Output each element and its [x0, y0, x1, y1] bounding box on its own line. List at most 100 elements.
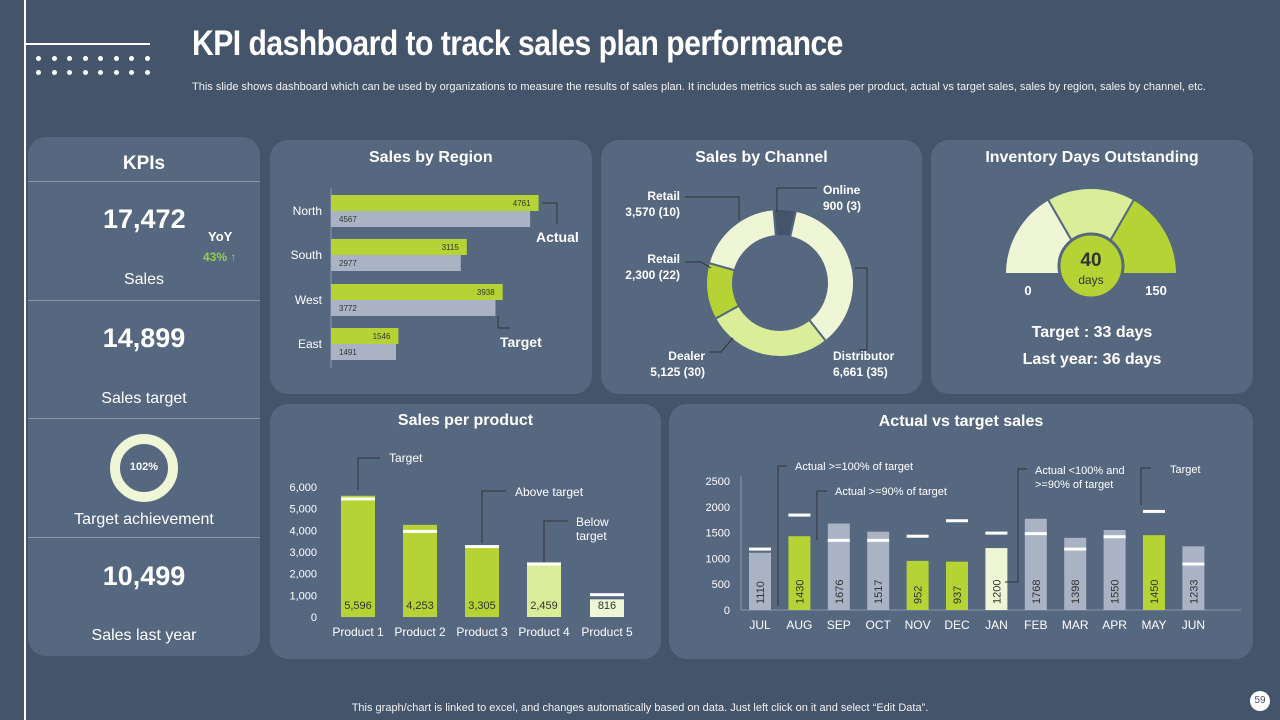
region-actual-callout: Actual: [536, 229, 579, 245]
monthly-bar: [788, 536, 811, 610]
channel-slice-name: Retail: [647, 252, 680, 266]
region-category-label: West: [295, 293, 323, 307]
region-actual-label: 3115: [442, 243, 460, 252]
region-category-label: East: [298, 337, 323, 351]
product-ytick-label: 0: [311, 612, 317, 624]
kpi-lastyear-value: 10,499: [102, 561, 186, 591]
channel-slice-value: 900 (3): [823, 199, 861, 213]
gauge-unit: days: [1078, 273, 1103, 287]
product-bar: [403, 524, 437, 617]
monthly-target-marker: [1182, 562, 1205, 566]
kpi-target-value: 14,899: [102, 323, 186, 353]
gauge-min-label: 0: [1024, 283, 1031, 298]
monthly-callout: >=90% of target: [1035, 479, 1113, 491]
monthly-bar: [1143, 535, 1165, 610]
monthly-value-label: 952: [913, 586, 925, 604]
kpi-divider: [28, 537, 260, 538]
channel-leader-dealer: [709, 337, 734, 353]
product-callout-below: Below: [576, 515, 609, 529]
region-title: Sales by Region: [369, 149, 493, 166]
monthly-bar: [827, 523, 850, 610]
monthly-category-label: MAR: [1062, 618, 1089, 632]
monthly-target-marker: [1024, 532, 1047, 536]
monthly-value-label: 1450: [1149, 580, 1161, 604]
product-category-label: Product 1: [332, 625, 384, 639]
product-target-marker: [465, 545, 499, 549]
channel-slice-value: 2,300 (22): [625, 268, 680, 282]
monthly-leader: [1005, 468, 1027, 583]
decor-horizontal-line: [24, 43, 150, 45]
page-title: KPI dashboard to track sales plan perfor…: [192, 24, 843, 63]
product-ytick-label: 5,000: [289, 504, 317, 516]
decor-dot-grid: [36, 56, 156, 75]
monthly-callout: Actual <100% and: [1035, 465, 1125, 477]
monthly-callout: Actual >=90% of target: [835, 486, 947, 498]
region-target-bar: [331, 300, 496, 316]
monthly-callout: Actual >=100% of target: [795, 461, 913, 473]
kpi-divider: [28, 418, 260, 419]
monthly-bar: [946, 561, 968, 610]
region-actual-label: 3938: [477, 288, 495, 297]
product-bar: [341, 495, 375, 617]
monthly-target-marker: [1103, 535, 1126, 539]
product-leader-target: [357, 457, 380, 490]
monthly-value-label: 1550: [1110, 580, 1122, 604]
monthly-target-marker: [1143, 509, 1165, 513]
product-ytick-label: 4,000: [289, 525, 317, 537]
monthly-bar: [906, 560, 929, 610]
product-leader-above: [481, 490, 506, 543]
kpi-target-label: Sales target: [101, 390, 187, 407]
monthly-bar: [1182, 546, 1205, 610]
monthly-ytick-label: 2000: [706, 502, 730, 514]
monthly-value-label: 1398: [1070, 580, 1082, 604]
region-target-bar: [331, 211, 531, 227]
product-card: Sales per product 0 1,000 2,000 3,000 4,000 5…: [270, 404, 661, 659]
inventory-card: Inventory Days Outstanding 40 days 0 150 Ta…: [931, 140, 1253, 394]
channel-slice-value: 6,661 (35): [833, 365, 888, 379]
product-callout-target: Target: [389, 451, 423, 465]
product-category-label: Product 3: [456, 625, 508, 639]
inventory-title: Inventory Days Outstanding: [985, 149, 1199, 166]
monthly-leader: [816, 490, 827, 540]
inventory-lastyear-text: Last year: 36 days: [1022, 351, 1162, 368]
region-target-label: 2977: [339, 259, 357, 268]
monthly-ytick-label: 2500: [706, 476, 730, 488]
product-category-label: Product 2: [394, 625, 446, 639]
monthly-ytick-label: 500: [712, 579, 730, 591]
inventory-gauge: 40 days 0 150: [1003, 187, 1179, 300]
channel-slice: [707, 208, 777, 272]
region-actual-bar: [331, 239, 467, 255]
region-chart: North 4567 4761 South 2977 3115 West 3772 3938 Ea…: [291, 188, 579, 368]
kpi-card: KPIs 17,472 YoY 43% ↑ Sales 14,899 Sales…: [28, 137, 260, 656]
monthly-target-marker: [788, 513, 811, 517]
achievement-ring: [110, 434, 178, 502]
product-target-marker: [403, 529, 437, 533]
monthly-target-marker: [985, 531, 1008, 535]
channel-leader-online: [776, 187, 817, 212]
monthly-category-label: SEP: [827, 618, 851, 632]
channel-slice-name: Dealer: [668, 349, 705, 363]
monthly-category-label: MAY: [1141, 618, 1166, 632]
monthly-category-label: JUN: [1182, 618, 1205, 632]
channel-card: Sales by Channel Online 900 (3) Distributo…: [601, 140, 922, 394]
monthly-leader: [1140, 467, 1151, 505]
monthly-value-label: 1676: [834, 580, 846, 604]
product-callout-below: target: [576, 529, 607, 543]
monthly-target-marker: [946, 519, 968, 523]
product-target-marker: [527, 562, 561, 566]
inventory-target-text: Target : 33 days: [1031, 324, 1153, 341]
region-actual-label: 4761: [513, 199, 531, 208]
monthly-value-label: 1430: [794, 580, 806, 604]
monthly-category-label: JAN: [985, 618, 1008, 632]
kpi-achievement-label: Target achievement: [74, 511, 214, 528]
region-target-bar: [331, 344, 397, 360]
region-actual-bar: [331, 328, 399, 344]
region-target-label: 1491: [339, 348, 357, 357]
region-target-label: 3772: [339, 304, 357, 313]
channel-chart: Online 900 (3) Distributor 6,661 (35) Dealer…: [625, 183, 894, 379]
product-ytick-label: 1,000: [289, 590, 317, 602]
monthly-bar: [867, 531, 890, 610]
monthly-bar: [1103, 530, 1126, 610]
channel-title: Sales by Channel: [695, 149, 828, 166]
gauge-max-label: 150: [1145, 283, 1167, 298]
